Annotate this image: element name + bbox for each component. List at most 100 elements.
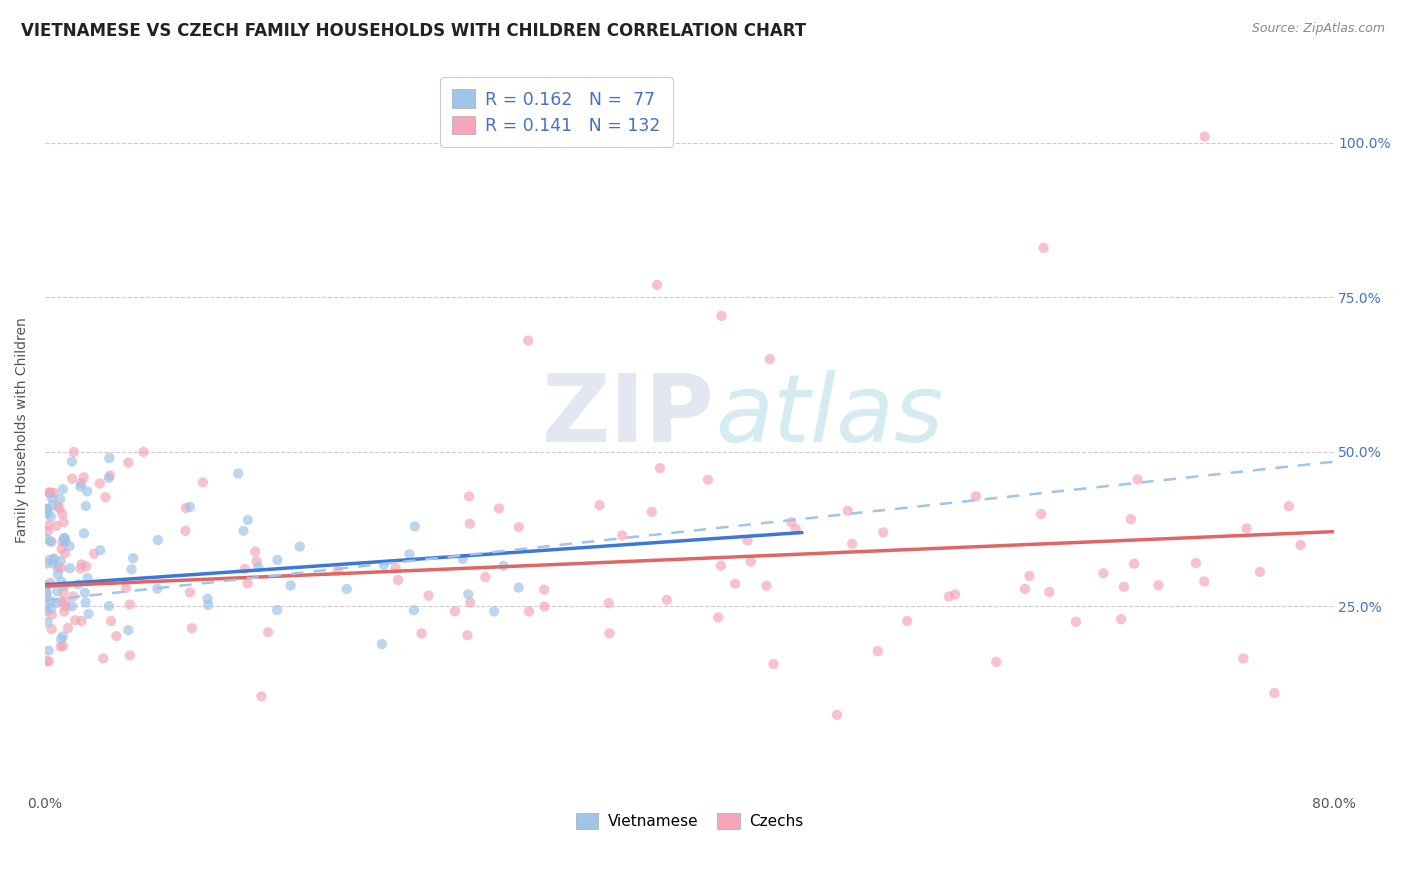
Point bbox=[115, 581, 138, 595]
Point bbox=[1289, 538, 1312, 552]
Point bbox=[780, 515, 803, 529]
Point bbox=[52, 585, 75, 599]
Point bbox=[38, 654, 60, 668]
Point bbox=[1092, 566, 1115, 581]
Point bbox=[492, 558, 515, 573]
Point bbox=[39, 601, 62, 615]
Point bbox=[46, 500, 69, 514]
Point bbox=[825, 707, 848, 722]
Point bbox=[1123, 557, 1146, 571]
Point bbox=[35, 578, 58, 592]
Point bbox=[41, 607, 63, 622]
Point bbox=[49, 640, 72, 654]
Point bbox=[1018, 569, 1040, 583]
Point bbox=[458, 516, 481, 531]
Point bbox=[46, 561, 69, 575]
Point bbox=[1038, 585, 1060, 599]
Point bbox=[533, 582, 555, 597]
Point bbox=[41, 499, 63, 513]
Point bbox=[707, 610, 730, 624]
Point bbox=[1194, 574, 1216, 589]
Point bbox=[1278, 500, 1301, 514]
Point bbox=[53, 599, 76, 614]
Point bbox=[179, 500, 201, 514]
Point bbox=[70, 476, 93, 491]
Point bbox=[411, 626, 433, 640]
Point bbox=[39, 509, 62, 524]
Point bbox=[39, 534, 62, 549]
Point bbox=[641, 505, 664, 519]
Point bbox=[191, 475, 214, 490]
Point bbox=[1014, 582, 1036, 596]
Point bbox=[1029, 507, 1052, 521]
Point bbox=[250, 690, 273, 704]
Point bbox=[533, 599, 555, 614]
Point bbox=[38, 485, 60, 500]
Point bbox=[117, 456, 139, 470]
Point bbox=[387, 573, 409, 587]
Point bbox=[60, 599, 83, 614]
Point bbox=[758, 352, 780, 367]
Point bbox=[1232, 651, 1254, 665]
Point bbox=[37, 615, 59, 629]
Point bbox=[69, 479, 91, 493]
Point bbox=[42, 557, 65, 571]
Point bbox=[146, 533, 169, 547]
Point bbox=[49, 561, 72, 575]
Point bbox=[45, 519, 67, 533]
Point bbox=[837, 504, 859, 518]
Point bbox=[83, 547, 105, 561]
Point bbox=[288, 540, 311, 554]
Point bbox=[49, 632, 72, 647]
Point bbox=[1109, 612, 1132, 626]
Point bbox=[35, 604, 58, 618]
Point bbox=[785, 522, 807, 536]
Point bbox=[179, 585, 201, 599]
Point bbox=[62, 445, 84, 459]
Point bbox=[645, 277, 668, 292]
Point bbox=[943, 587, 966, 601]
Point bbox=[59, 539, 82, 553]
Point bbox=[460, 596, 482, 610]
Point bbox=[326, 564, 349, 578]
Point bbox=[724, 576, 747, 591]
Point bbox=[73, 526, 96, 541]
Point bbox=[89, 543, 111, 558]
Text: Source: ZipAtlas.com: Source: ZipAtlas.com bbox=[1251, 22, 1385, 36]
Point bbox=[53, 531, 76, 545]
Point bbox=[1126, 473, 1149, 487]
Point bbox=[56, 621, 79, 635]
Point bbox=[872, 525, 894, 540]
Point bbox=[598, 596, 620, 610]
Point bbox=[52, 516, 75, 530]
Point bbox=[697, 473, 720, 487]
Point bbox=[402, 603, 425, 617]
Point bbox=[1194, 129, 1216, 144]
Point bbox=[1064, 615, 1087, 629]
Point bbox=[38, 486, 60, 500]
Point bbox=[762, 657, 785, 671]
Point bbox=[75, 499, 97, 513]
Point bbox=[48, 501, 70, 516]
Point bbox=[517, 604, 540, 618]
Point bbox=[266, 553, 288, 567]
Point bbox=[39, 576, 62, 591]
Point bbox=[46, 567, 69, 582]
Point bbox=[38, 643, 60, 657]
Point bbox=[1032, 241, 1054, 255]
Point bbox=[841, 537, 863, 551]
Point bbox=[1236, 521, 1258, 535]
Point bbox=[53, 546, 76, 560]
Point bbox=[35, 599, 58, 614]
Point bbox=[444, 604, 467, 618]
Point bbox=[89, 476, 111, 491]
Point bbox=[247, 560, 270, 574]
Point bbox=[371, 637, 394, 651]
Point bbox=[53, 533, 76, 548]
Point bbox=[42, 486, 65, 500]
Point bbox=[97, 599, 120, 613]
Point bbox=[232, 524, 254, 538]
Point bbox=[39, 485, 62, 500]
Point bbox=[118, 648, 141, 663]
Point bbox=[45, 596, 67, 610]
